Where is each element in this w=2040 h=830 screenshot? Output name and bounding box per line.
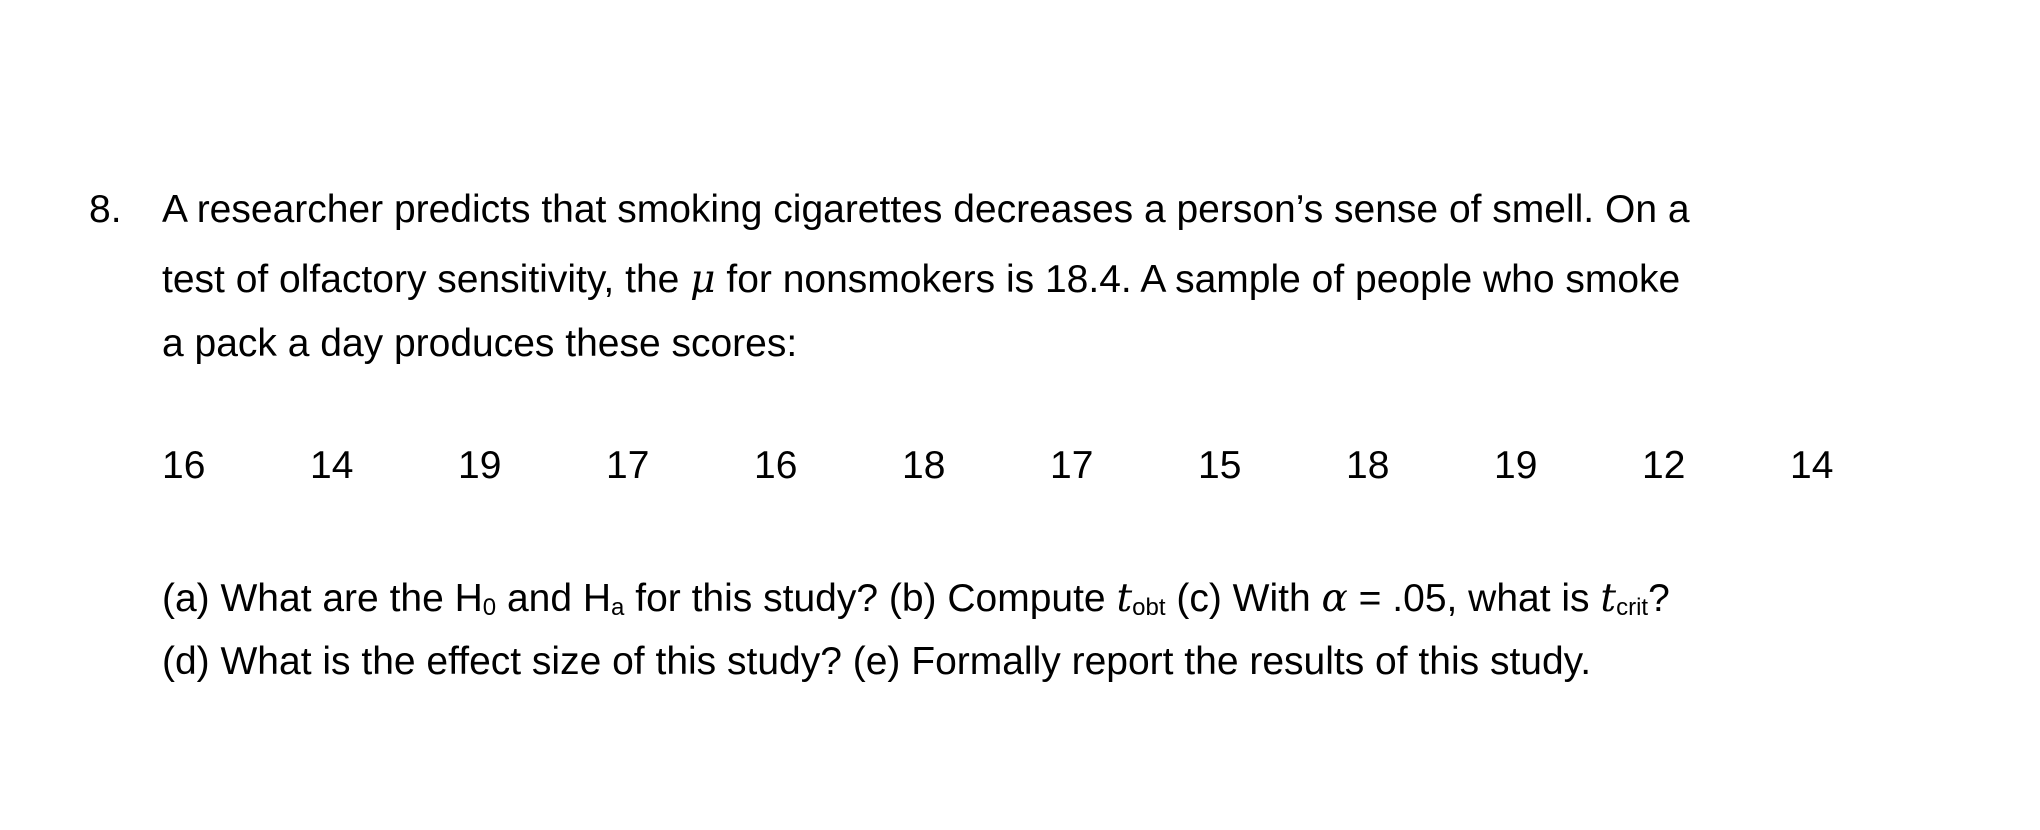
t-symbol: t	[1116, 576, 1133, 621]
obt-subscript: obt	[1132, 594, 1166, 621]
prompt-line-1: (a) What are the H0 and Ha for this stud…	[162, 579, 1670, 620]
question-line-2: test of olfactory sensitivity, the μ for…	[162, 260, 1680, 299]
score-value: 14	[310, 444, 354, 487]
score-value: 19	[1494, 444, 1538, 487]
score-value: 15	[1198, 444, 1242, 487]
prompt-and: and H	[496, 577, 612, 620]
score-value: 14	[1790, 444, 1834, 487]
prompt-c: (c) With	[1165, 577, 1322, 620]
score-value: 17	[606, 444, 650, 487]
prompt-c-rest: = .05, what is	[1347, 577, 1601, 620]
prompt-a: (a) What are the H	[162, 577, 483, 620]
crit-subscript: crit	[1616, 594, 1649, 621]
question-line-1: A researcher predicts that smoking cigar…	[162, 188, 1690, 231]
score-value: 16	[162, 444, 206, 487]
prompt-b: for this study? (b) Compute	[624, 577, 1117, 620]
ha-subscript: a	[611, 594, 625, 621]
score-value: 18	[902, 444, 946, 487]
line-2-end: for nonsmokers is 18.4. A sample of peop…	[715, 258, 1681, 301]
h0-subscript: 0	[482, 594, 497, 621]
score-value: 16	[754, 444, 798, 487]
alpha-symbol: α	[1321, 576, 1348, 621]
question-mark: ?	[1648, 577, 1670, 620]
score-value: 18	[1346, 444, 1390, 487]
score-value: 19	[458, 444, 502, 487]
score-value: 17	[1050, 444, 1094, 487]
mu-symbol: μ	[690, 257, 716, 302]
line-2-start: test of olfactory sensitivity, the	[162, 258, 691, 301]
question-number: 8.	[89, 188, 122, 231]
t-symbol: t	[1600, 576, 1617, 621]
question-line-3: a pack a day produces these scores:	[162, 322, 798, 365]
score-value: 12	[1642, 444, 1686, 487]
prompt-line-2: (d) What is the effect size of this stud…	[162, 640, 1592, 683]
